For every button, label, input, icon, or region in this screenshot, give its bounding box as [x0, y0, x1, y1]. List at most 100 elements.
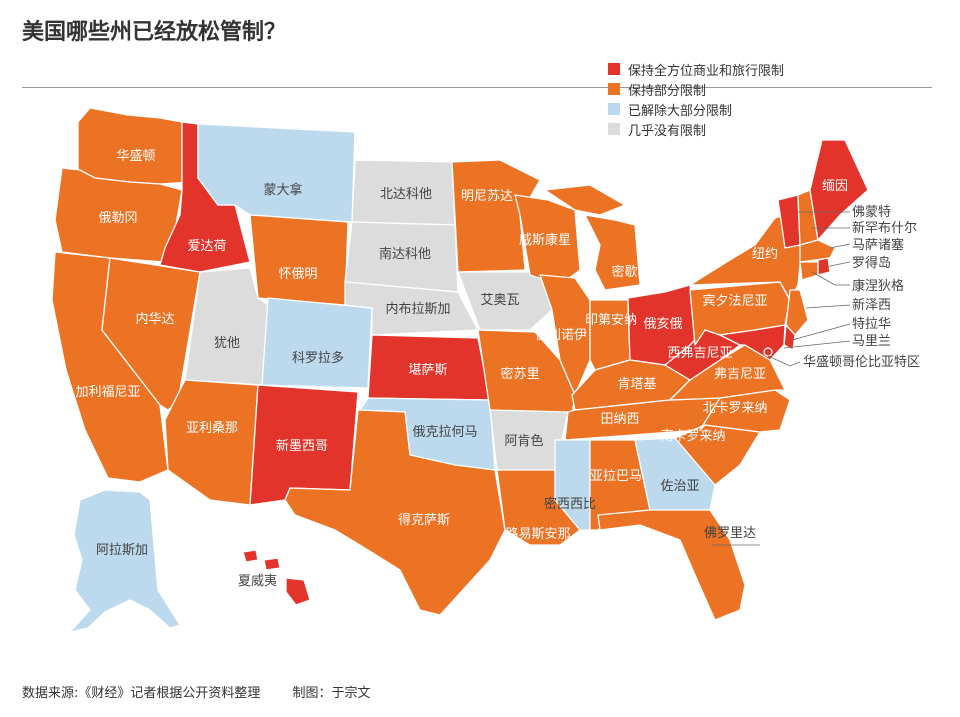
label-AL: 亚拉巴马 — [590, 469, 642, 484]
legend-swatch-full — [608, 63, 620, 75]
state-MA[interactable] — [799, 239, 836, 263]
label-DC: 华盛顿哥伦比亚特区 — [803, 355, 920, 370]
state-TX[interactable] — [284, 409, 506, 616]
legend-swatch-lifted — [608, 103, 620, 115]
state-AZ[interactable] — [164, 379, 259, 506]
legend-item-none: 几乎没有限制 — [608, 119, 784, 139]
label-SD: 南达科他 — [379, 246, 431, 262]
label-FL: 佛罗里达 — [704, 526, 756, 541]
label-NM: 新墨西哥 — [276, 438, 328, 454]
label-OK: 俄克拉何马 — [412, 424, 477, 440]
leader-MD — [783, 340, 851, 349]
state-FL[interactable] — [597, 509, 746, 621]
state-HI-2[interactable] — [263, 557, 281, 571]
footer-credit: 制图：于宗文 — [292, 686, 371, 701]
label-LA: 路易斯安那 — [505, 526, 570, 542]
state-AK[interactable] — [69, 489, 181, 633]
label-KY: 肯塔基 — [617, 377, 656, 392]
label-SC: 南卡罗来纳 — [660, 428, 725, 444]
label-IA: 艾奥瓦 — [480, 293, 519, 308]
state-DC[interactable] — [763, 347, 773, 357]
label-MS: 密西西比 — [544, 496, 596, 512]
leader-DC — [767, 355, 801, 367]
label-KS: 堪萨斯 — [408, 363, 447, 378]
label-NC: 北卡罗来纳 — [702, 401, 767, 416]
state-SC[interactable] — [674, 424, 761, 486]
state-IN[interactable] — [589, 299, 631, 371]
page-title: 美国哪些州已经放松管制？ — [22, 20, 287, 45]
label-PA: 宾夕法尼亚 — [702, 293, 767, 309]
legend: 保持全方位商业和旅行限制 保持部分限制 已解除大部分限制 几乎没有限制 — [608, 59, 784, 139]
footer: 数据来源:《财经》记者根据公开资料整理 制图：于宗文 — [22, 682, 399, 701]
legend-item-lifted: 已解除大部分限制 — [608, 99, 784, 119]
state-MI-UP[interactable] — [544, 184, 626, 216]
legend-item-partial: 保持部分限制 — [608, 79, 784, 99]
leader-RI — [824, 261, 851, 268]
label-AR: 阿肯色 — [504, 433, 543, 449]
label-WV: 西弗吉尼亚 — [667, 346, 732, 361]
label-WY: 怀俄明 — [278, 267, 317, 282]
state-WA[interactable] — [77, 107, 196, 185]
leader-MA — [829, 243, 851, 249]
title-divider — [22, 87, 932, 88]
label-CT: 康涅狄格 — [852, 278, 904, 294]
legend-swatch-partial — [608, 83, 620, 95]
leader-CT — [811, 271, 850, 286]
label-AK: 阿拉斯加 — [96, 543, 148, 558]
label-DE: 特拉华 — [852, 317, 891, 332]
label-IN: 印第安纳 — [585, 313, 637, 328]
label-NY: 纽约 — [752, 247, 778, 262]
state-NJ[interactable] — [785, 289, 809, 336]
label-TX: 得克萨斯 — [398, 512, 450, 528]
label-CO: 科罗拉多 — [292, 350, 344, 366]
footer-source: 数据来源:《财经》记者根据公开资料整理 — [22, 686, 261, 701]
label-ND: 北达科他 — [380, 187, 432, 202]
label-OR: 俄勒冈 — [98, 211, 137, 226]
legend-label-lifted: 已解除大部分限制 — [628, 103, 733, 119]
legend-item-full: 保持全方位商业和旅行限制 — [608, 59, 784, 79]
label-AZ: 亚利桑那 — [186, 421, 238, 436]
label-VA: 弗吉尼亚 — [714, 367, 766, 382]
label-CA: 加利福尼亚 — [75, 385, 140, 400]
state-CT[interactable] — [799, 261, 819, 281]
label-WI: 威斯康星 — [519, 232, 571, 248]
state-GA[interactable] — [634, 437, 716, 511]
label-MD: 马里兰 — [852, 334, 891, 349]
leader-DE — [791, 323, 851, 341]
label-IL: 伊利诺伊 — [535, 328, 587, 343]
label-MA: 马萨诸塞 — [852, 237, 904, 253]
label-GA: 佐治亚 — [660, 479, 699, 494]
label-WA: 华盛顿 — [116, 149, 155, 164]
legend-label-none: 几乎没有限制 — [628, 123, 707, 139]
state-IL[interactable] — [539, 274, 591, 396]
label-NE: 内布拉斯加 — [385, 301, 450, 317]
label-MO: 密苏里 — [500, 366, 539, 382]
label-HI: 夏威夷 — [238, 573, 277, 589]
state-CO[interactable] — [261, 297, 373, 389]
state-HI-1[interactable] — [242, 549, 259, 563]
label-OH: 俄亥俄 — [643, 317, 682, 332]
legend-label-partial: 保持部分限制 — [628, 83, 707, 99]
label-TN: 田纳西 — [600, 412, 639, 427]
state-OR[interactable] — [54, 167, 183, 263]
state-RI[interactable] — [817, 257, 831, 276]
label-NV: 内华达 — [135, 311, 174, 327]
label-VT: 佛蒙特 — [852, 205, 891, 220]
label-UT: 犹他 — [214, 336, 240, 351]
label-ID: 爱达荷 — [187, 239, 226, 254]
label-MI: 密歇根 — [611, 264, 650, 280]
label-ME: 缅因 — [822, 179, 848, 194]
label-NH: 新罕布什尔 — [852, 220, 917, 236]
legend-label-full: 保持全方位商业和旅行限制 — [628, 63, 785, 79]
label-MT: 蒙大拿 — [263, 182, 302, 198]
state-MI[interactable] — [584, 214, 641, 291]
state-MT[interactable] — [197, 123, 356, 223]
label-MN: 明尼苏达 — [461, 188, 513, 204]
label-NJ: 新泽西 — [852, 297, 891, 313]
state-WY[interactable] — [249, 214, 349, 306]
state-HI-3[interactable] — [285, 577, 311, 606]
leader-NJ — [805, 304, 851, 309]
state-IA[interactable] — [457, 271, 553, 331]
label-RI: 罗得岛 — [852, 255, 891, 271]
